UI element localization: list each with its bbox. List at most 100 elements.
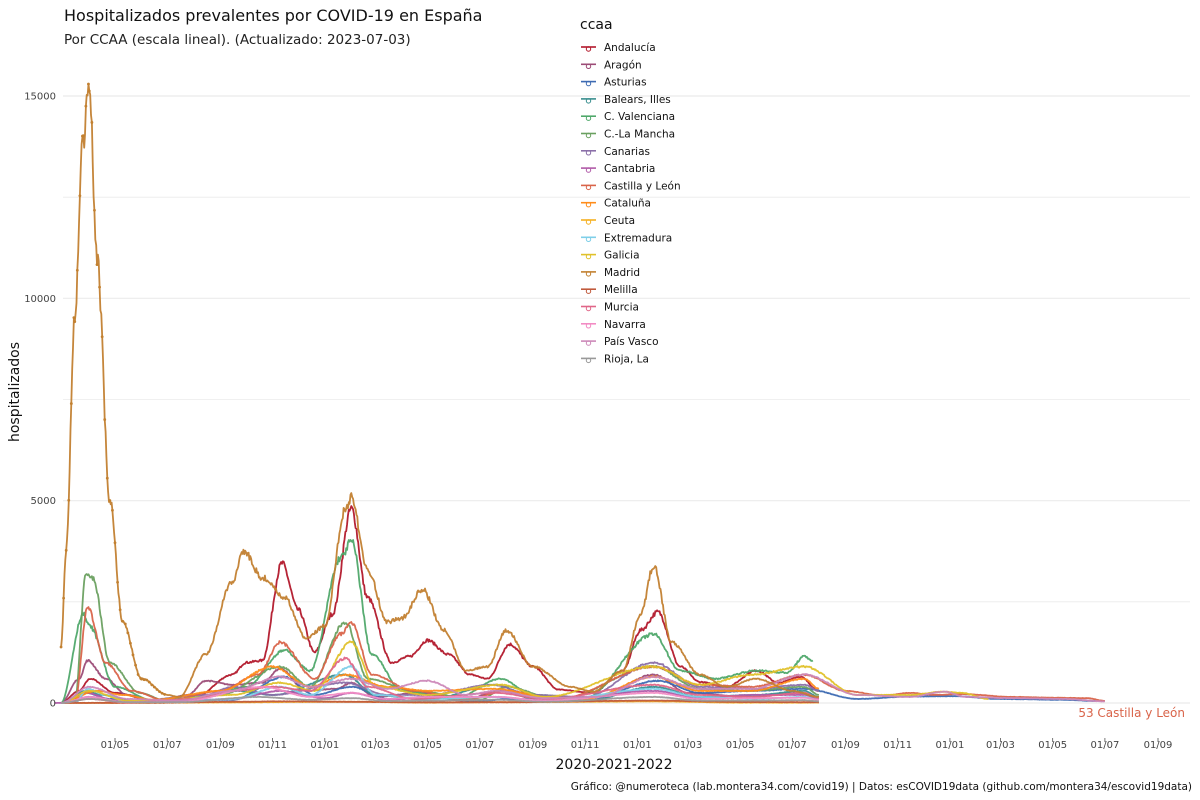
legend-marker-icon [585, 184, 592, 191]
legend-item: Navarra [581, 319, 646, 331]
y-axis: 0 5000 10000 15000 [24, 92, 56, 710]
legend-marker-icon [585, 236, 592, 243]
data-point [147, 680, 151, 684]
data-point [134, 663, 137, 667]
legend-marker-icon [585, 202, 592, 208]
series-madrid [59, 82, 819, 698]
data-point [72, 316, 76, 320]
chart-caption: Gráfico: @numeroteca (lab.montera34.com/… [571, 781, 1192, 793]
legend-marker-icon [585, 150, 592, 156]
legend: ccaa Andalucía Aragón Asturias Balears, Ill… [580, 17, 681, 365]
legend-item: Castilla y León [581, 180, 681, 192]
legend-label: C.-La Mancha [604, 129, 675, 141]
series-line [60, 695, 819, 704]
x-tick-label: 01/09 [518, 740, 547, 751]
data-point [140, 677, 143, 681]
data-point [59, 645, 63, 649]
legend-item: Aragón [581, 59, 642, 71]
y-tick-label: 0 [50, 699, 56, 710]
series-line [60, 505, 820, 704]
legend-label: C. Valenciana [604, 111, 675, 123]
data-point [84, 104, 88, 108]
series-pa-s-vasco [60, 673, 1105, 704]
data-point [155, 688, 159, 691]
legend-item: Asturias [581, 77, 647, 89]
chart-subtitle: Por CCAA (escala lineal). (Actualizado: … [64, 32, 411, 48]
data-point [136, 673, 140, 676]
legend-marker-icon [585, 305, 592, 312]
data-point [113, 541, 117, 545]
legend-item: Melilla [581, 284, 638, 296]
x-tick-label: 01/07 [153, 740, 182, 751]
y-tick-label: 10000 [24, 294, 56, 305]
data-point [69, 402, 73, 405]
data-point [62, 596, 66, 600]
data-point [150, 683, 154, 687]
series-line [60, 83, 819, 698]
legend-marker-icon [585, 132, 592, 139]
x-axis: 01/05 01/07 01/09 01/11 01/01 01/03 01/05 01/07… [101, 738, 1173, 751]
legend-label: Aragón [604, 59, 642, 71]
legend-label: Balears, Illes [604, 94, 671, 106]
x-axis-title: 2020-2021-2022 [556, 757, 673, 773]
x-tick-label: 01/03 [986, 740, 1015, 751]
y-axis-title: hospitalizados [7, 342, 23, 442]
legend-label: Madrid [604, 267, 640, 279]
x-tick-label: 01/07 [778, 740, 807, 751]
data-point [131, 653, 135, 657]
data-point [81, 134, 85, 138]
data-point [67, 498, 71, 502]
series-catalu-a [61, 665, 820, 704]
legend-item: Cantabria [581, 163, 655, 175]
data-point [90, 121, 94, 124]
data-point [116, 580, 119, 584]
data-point [78, 194, 82, 198]
x-tick-label: 01/01 [935, 740, 964, 751]
x-tick-label: 01/11 [258, 740, 287, 751]
legend-label: País Vasco [604, 336, 659, 348]
x-tick-label: 01/01 [623, 740, 652, 751]
x-tick-label: 01/07 [1090, 740, 1119, 751]
data-point [163, 693, 167, 696]
legend-label: Cantabria [604, 163, 655, 175]
legend-item: Galicia [581, 250, 640, 262]
x-tick-label: 01/03 [361, 740, 390, 751]
data-point [95, 263, 99, 267]
legend-item: Andalucía [581, 42, 656, 54]
legend-marker-icon [585, 288, 592, 294]
x-tick-label: 01/05 [726, 740, 755, 751]
legend-label: Rioja, La [604, 353, 649, 365]
grid [63, 95, 1190, 704]
data-point [87, 82, 90, 86]
legend-label: Andalucía [604, 42, 656, 54]
series-andaluc-a [60, 505, 820, 704]
x-tick-label: 01/09 [1144, 740, 1173, 751]
legend-label: Extremadura [604, 232, 672, 244]
legend-marker-icon [585, 219, 592, 225]
legend-marker-icon [585, 357, 592, 364]
data-point [152, 685, 156, 689]
chart-title: Hospitalizados prevalentes por COVID-19 … [64, 6, 482, 25]
data-point [111, 508, 114, 512]
legend-item: C.-La Mancha [581, 129, 675, 141]
y-tick-label: 15000 [24, 92, 56, 103]
legend-item: Extremadura [581, 232, 672, 244]
legend-label: Navarra [604, 319, 646, 331]
data-point [87, 89, 91, 93]
series-layer [54, 82, 1105, 704]
x-tick-label: 01/09 [206, 740, 235, 751]
data-point [100, 335, 104, 339]
data-point [160, 691, 164, 695]
legend-marker-icon [585, 340, 592, 346]
legend-label: Galicia [604, 250, 640, 262]
x-tick-label: 01/07 [465, 740, 494, 751]
data-point [145, 678, 149, 682]
legend-label: Ceuta [604, 215, 635, 227]
x-tick-label: 01/05 [413, 740, 442, 751]
data-point [129, 641, 132, 645]
data-point [103, 418, 107, 421]
x-tick-label: 01/05 [1038, 740, 1067, 751]
legend-label: Castilla y León [604, 180, 681, 192]
data-point [108, 499, 112, 502]
data-point [73, 320, 77, 324]
